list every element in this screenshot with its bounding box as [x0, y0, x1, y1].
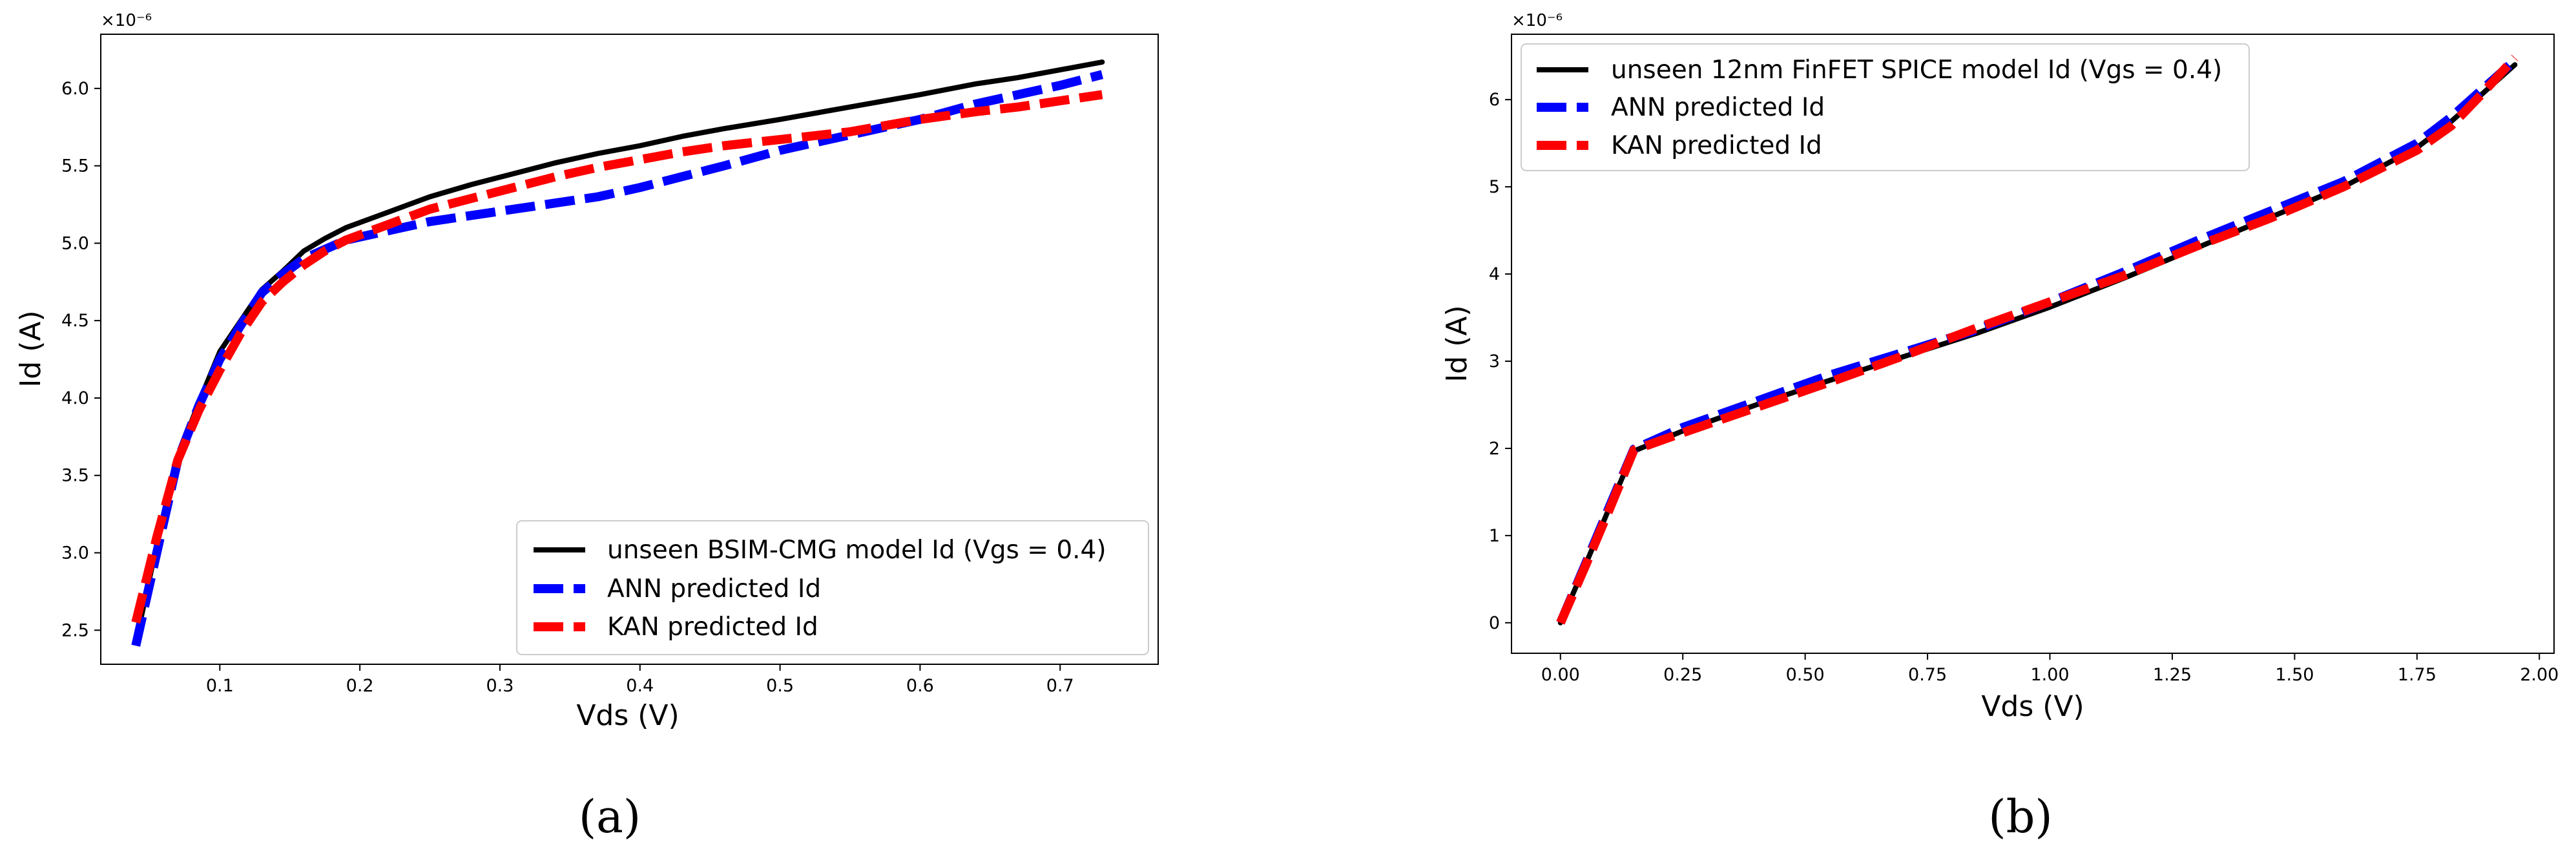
- x-tick-label: 0.5: [766, 676, 794, 696]
- legend-label-finfet: unseen 12nm FinFET SPICE model Id (Vgs =…: [1611, 56, 2222, 85]
- plot-frame-b: [1511, 34, 2555, 654]
- x-tick-label: 0.75: [1908, 665, 1947, 685]
- x-tick-label: 0.2: [346, 676, 374, 696]
- legend-label-ann-b: ANN predicted Id: [1611, 93, 1825, 122]
- x-tick-label: 1.50: [2275, 665, 2314, 685]
- panel-label-b: (b): [1988, 790, 2052, 843]
- panel-label-a: (a): [579, 790, 641, 843]
- y-ticks-b: 0 1 2 3 4 5 6: [1489, 90, 1511, 633]
- chart-b: 0 1 2 3 4 5 6 0.00 0.25 0.50 0.75 1.00 1.25 1.50 1.75…: [1440, 11, 2559, 843]
- series-line-kan-a: [131, 90, 1103, 624]
- y-tick-label: 4: [1489, 264, 1500, 284]
- y-tick-label: 4.5: [61, 311, 89, 331]
- y-tick-label: 3: [1489, 352, 1500, 372]
- x-ticks-b: 0.00 0.25 0.50 0.75 1.00 1.25 1.50 1.75 2.00: [1541, 653, 2559, 685]
- y-tick-label: 5: [1489, 177, 1500, 197]
- x-tick-label: 0.25: [1663, 665, 1702, 685]
- x-tick-label: 1.75: [2398, 665, 2436, 685]
- x-tick-label: 0.1: [206, 676, 234, 696]
- legend-box-a: [516, 520, 1149, 655]
- legend-box-b: [1521, 43, 2250, 171]
- legend-label-ann-a: ANN predicted Id: [607, 574, 821, 604]
- x-ticks-a: 0.1 0.2 0.3 0.4 0.5 0.6 0.7: [206, 664, 1074, 696]
- y-tick-label: 2: [1489, 439, 1500, 459]
- y-tick-label: 0: [1489, 613, 1500, 633]
- series-lines-b: [1556, 54, 2519, 625]
- y-multiplier-label-a: ×10⁻⁶: [101, 11, 152, 30]
- x-axis-title-b: Vds (V): [1981, 690, 2084, 723]
- x-tick-label: 1.00: [2030, 665, 2069, 685]
- x-tick-label: 2.00: [2520, 665, 2559, 685]
- legend-label-kan-b: KAN predicted Id: [1611, 131, 1822, 160]
- y-tick-label: 3.0: [61, 543, 89, 563]
- x-tick-label: 0.6: [906, 676, 934, 696]
- y-tick-label: 6.0: [61, 79, 89, 99]
- x-tick-label: 0.00: [1541, 665, 1580, 685]
- plot-frame-a: [100, 34, 1159, 665]
- series-lines-a: [131, 59, 1105, 647]
- y-tick-label: 3.5: [61, 466, 89, 486]
- y-tick-label: 1: [1489, 526, 1500, 546]
- chart-a: 2.5 3.0 3.5 4.0 4.5 5.0 5.5 6.0 0.1 0.2 0.3 0.4 0.5…: [14, 11, 1159, 843]
- series-line-kan-b: [1556, 54, 2519, 625]
- y-tick-label: 5.5: [61, 156, 89, 176]
- legend-label-kan-a: KAN predicted Id: [607, 613, 818, 642]
- y-ticks-a: 2.5 3.0 3.5 4.0 4.5 5.0 5.5 6.0: [61, 79, 101, 640]
- legend-label-bsim: unseen BSIM-CMG model Id (Vgs = 0.4): [607, 536, 1106, 565]
- series-line-bsim-a: [133, 59, 1105, 646]
- x-tick-label: 0.7: [1046, 676, 1074, 696]
- y-tick-label: 6: [1489, 90, 1500, 110]
- legend-a: unseen BSIM-CMG model Id (Vgs = 0.4) ANN…: [516, 520, 1149, 655]
- y-tick-label: 2.5: [61, 620, 89, 640]
- x-tick-label: 0.50: [1786, 665, 1825, 685]
- x-tick-label: 1.25: [2153, 665, 2192, 685]
- x-axis-title-a: Vds (V): [576, 699, 679, 732]
- y-axis-title-b: Id (A): [1440, 305, 1473, 382]
- x-tick-label: 0.3: [486, 676, 514, 696]
- y-tick-label: 5.0: [61, 233, 89, 253]
- y-multiplier-label-b: ×10⁻⁶: [1511, 11, 1563, 30]
- y-tick-label: 4.0: [61, 388, 89, 408]
- legend-b: unseen 12nm FinFET SPICE model Id (Vgs =…: [1521, 43, 2250, 171]
- x-tick-label: 0.4: [626, 676, 654, 696]
- y-axis-title-a: Id (A): [14, 310, 47, 387]
